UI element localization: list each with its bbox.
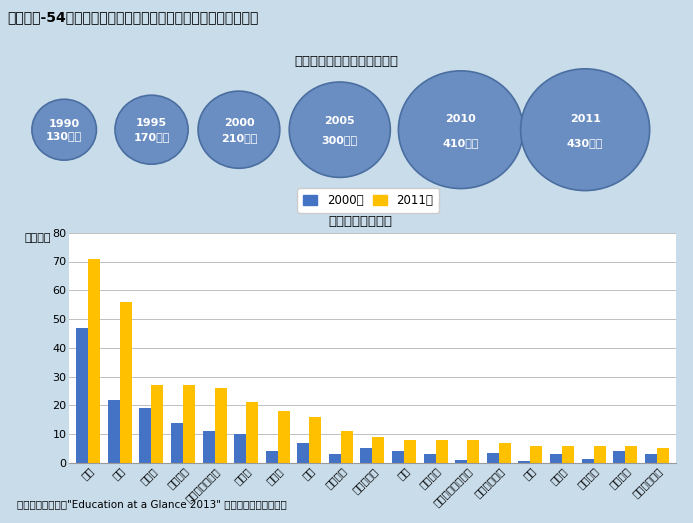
Bar (392, 451, 404, 463)
Bar (151, 385, 164, 463)
Bar (215, 388, 227, 463)
Bar (278, 411, 290, 463)
Bar (404, 440, 416, 463)
Bar (341, 431, 353, 463)
Bar (108, 400, 120, 463)
Bar (467, 440, 480, 463)
Text: 210万人: 210万人 (221, 133, 257, 143)
Text: 2011: 2011 (570, 113, 601, 124)
Text: 資料：ＯＥＣＤ　"Education at a Glance 2013" を基に文部科学省作成: 資料：ＯＥＣＤ "Education at a Glance 2013" を基に… (17, 499, 287, 509)
Bar (76, 327, 88, 463)
Text: 410万人: 410万人 (443, 138, 479, 147)
Bar (518, 461, 530, 463)
Bar (455, 460, 467, 463)
Text: 300万人: 300万人 (322, 135, 358, 145)
Bar (373, 437, 385, 463)
Bar (171, 423, 183, 463)
Bar (183, 385, 195, 463)
Bar (625, 446, 637, 463)
Bar (657, 449, 669, 463)
Bar (265, 451, 278, 463)
Bar (88, 258, 100, 463)
Bar (120, 302, 132, 463)
Bar (139, 408, 151, 463)
Bar (486, 453, 499, 463)
Text: 2000: 2000 (224, 118, 254, 128)
Bar (360, 449, 373, 463)
Text: 世界の外国人学生総数の推移: 世界の外国人学生総数の推移 (295, 55, 398, 68)
Bar (202, 431, 215, 463)
Bar (309, 417, 322, 463)
Bar (234, 434, 246, 463)
Bar (297, 442, 309, 463)
Bar (644, 454, 657, 463)
Bar (499, 442, 511, 463)
Text: 170万人: 170万人 (133, 132, 170, 142)
Text: 第１－２-54図／高等教育機関に在籍する外国人学生数（国別）: 第１－２-54図／高等教育機関に在籍する外国人学生数（国別） (7, 10, 258, 24)
Bar (530, 446, 543, 463)
Bar (613, 451, 625, 463)
Text: 2010: 2010 (446, 114, 476, 124)
Bar (562, 446, 574, 463)
Text: 430万人: 430万人 (567, 138, 604, 148)
Bar (550, 454, 562, 463)
Text: 1990: 1990 (49, 119, 80, 129)
Bar (423, 454, 436, 463)
Text: （万人）: （万人） (25, 233, 51, 243)
Bar (594, 446, 606, 463)
Text: 1995: 1995 (136, 119, 167, 129)
Bar (329, 454, 341, 463)
Text: 130万人: 130万人 (46, 131, 82, 141)
Text: 2005: 2005 (324, 116, 355, 126)
Bar (581, 459, 594, 463)
Bar (246, 403, 258, 463)
Text: 国別外国人学生数: 国別外国人学生数 (328, 214, 392, 228)
Bar (436, 440, 448, 463)
Legend: 2000年, 2011年: 2000年, 2011年 (297, 188, 439, 213)
